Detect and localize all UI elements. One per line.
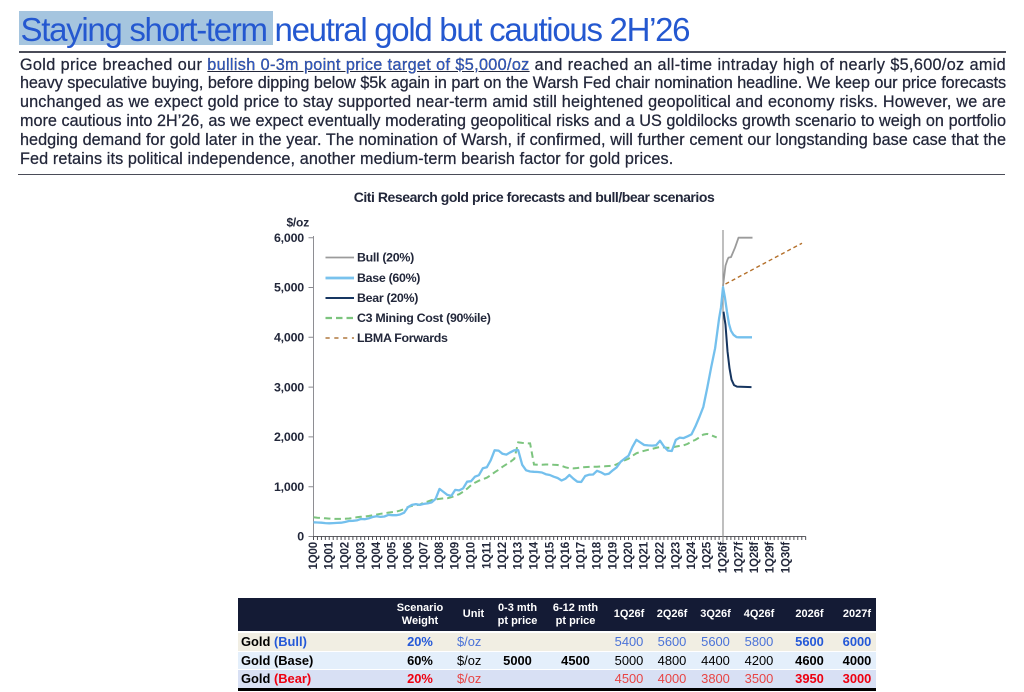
svg-text:1Q09: 1Q09: [450, 542, 462, 570]
svg-text:1Q26f: 1Q26f: [718, 542, 730, 574]
svg-text:C3 Mining Cost (90%ile): C3 Mining Cost (90%ile): [357, 311, 491, 325]
svg-text:1Q24: 1Q24: [686, 541, 698, 569]
svg-text:1Q30f: 1Q30f: [781, 542, 793, 574]
svg-text:0: 0: [297, 530, 304, 544]
svg-text:1Q21: 1Q21: [639, 541, 651, 569]
svg-text:1Q12: 1Q12: [497, 542, 509, 570]
svg-text:LBMA Forwards: LBMA Forwards: [357, 331, 448, 345]
svg-text:1Q14: 1Q14: [529, 541, 541, 569]
svg-text:1Q20: 1Q20: [623, 542, 635, 570]
svg-text:1Q18: 1Q18: [592, 541, 604, 569]
svg-text:1Q15: 1Q15: [544, 541, 556, 569]
svg-text:1,000: 1,000: [274, 480, 304, 494]
svg-text:1Q28f: 1Q28f: [749, 542, 761, 574]
svg-text:Citi Research gold price forec: Citi Research gold price forecasts and b…: [354, 189, 715, 205]
svg-text:1Q04: 1Q04: [371, 541, 383, 569]
svg-text:5,000: 5,000: [274, 281, 304, 295]
svg-text:Bull (20%): Bull (20%): [357, 251, 414, 265]
svg-text:4,000: 4,000: [274, 331, 304, 345]
svg-text:1Q29f: 1Q29f: [765, 542, 777, 574]
svg-text:1Q10: 1Q10: [466, 542, 478, 570]
svg-text:1Q13: 1Q13: [513, 542, 525, 570]
svg-text:$/oz: $/oz: [286, 216, 309, 230]
svg-text:1Q22: 1Q22: [655, 542, 667, 570]
svg-text:Bear (20%): Bear (20%): [357, 291, 418, 305]
svg-text:1Q11: 1Q11: [481, 541, 493, 569]
svg-text:Base (60%): Base (60%): [357, 271, 420, 285]
svg-text:1Q25: 1Q25: [702, 541, 714, 569]
svg-text:3,000: 3,000: [274, 380, 304, 394]
svg-text:1Q01: 1Q01: [324, 541, 336, 569]
svg-text:1Q27f: 1Q27f: [733, 542, 745, 574]
svg-text:1Q08: 1Q08: [434, 541, 446, 569]
svg-text:1Q23: 1Q23: [670, 542, 682, 570]
svg-text:6,000: 6,000: [274, 231, 304, 245]
svg-text:1Q16: 1Q16: [560, 542, 572, 570]
svg-text:1Q07: 1Q07: [418, 542, 430, 570]
svg-text:1Q02: 1Q02: [340, 542, 352, 570]
svg-text:1Q03: 1Q03: [355, 542, 367, 570]
svg-text:1Q05: 1Q05: [387, 541, 399, 569]
svg-text:1Q19: 1Q19: [607, 542, 619, 570]
svg-text:1Q06: 1Q06: [403, 542, 415, 570]
svg-text:1Q17: 1Q17: [576, 542, 588, 570]
svg-text:2,000: 2,000: [274, 430, 304, 444]
svg-text:1Q00: 1Q00: [308, 542, 320, 570]
